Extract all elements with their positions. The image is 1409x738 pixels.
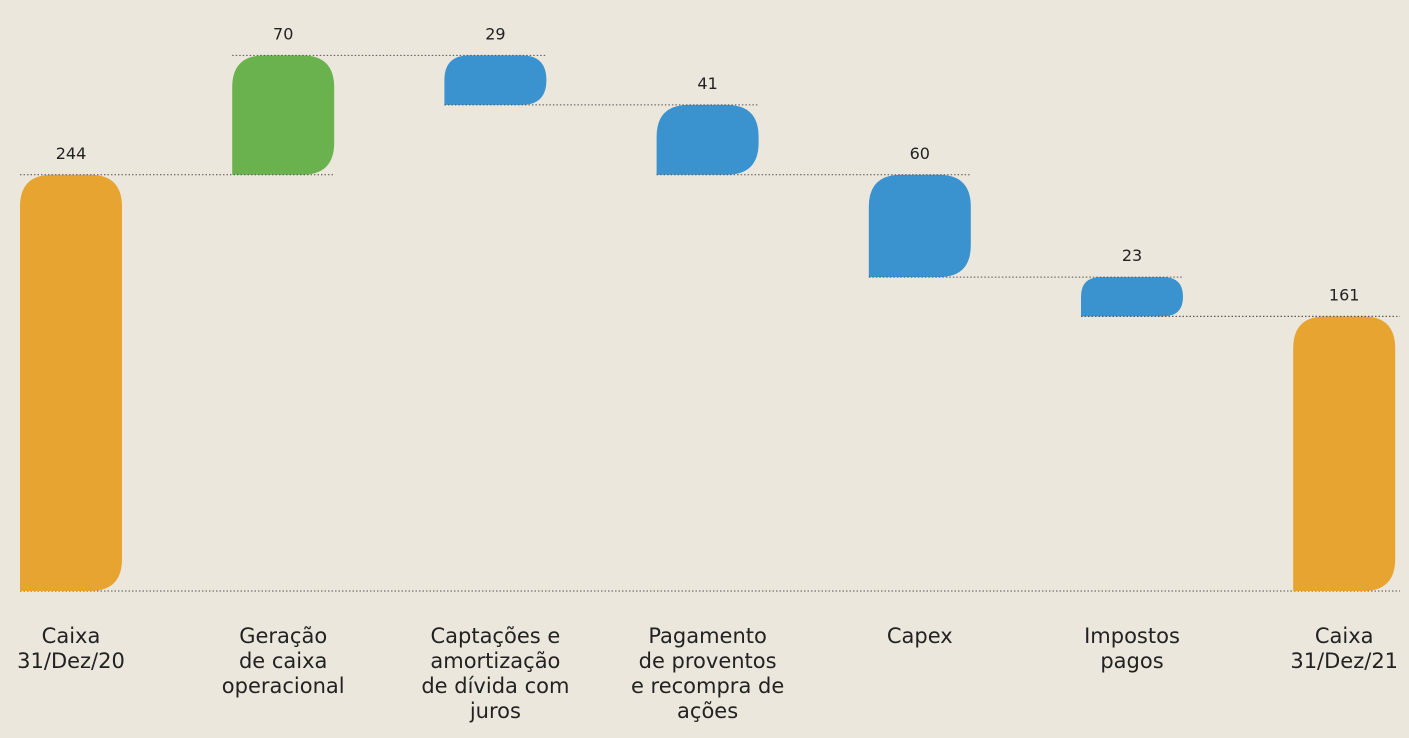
category-label: Geração de caixa operacional (221, 624, 345, 698)
category-label: Caixa 31/Dez/21 (1290, 624, 1399, 673)
value-label: 23 (1122, 246, 1142, 265)
bar (232, 55, 335, 175)
bar (444, 55, 547, 105)
bar (1293, 316, 1396, 591)
value-label: 161 (1329, 285, 1360, 304)
category-label: Captações e amortização de dívida com ju… (421, 624, 570, 723)
bar (656, 104, 759, 175)
bar (868, 174, 971, 278)
value-label: 70 (273, 24, 293, 43)
category-label: Caixa 31/Dez/20 (17, 624, 125, 673)
value-label: 41 (697, 74, 717, 93)
value-label: 244 (56, 144, 87, 163)
category-label: Capex (886, 624, 953, 648)
category-label: Impostos pagos (1084, 624, 1180, 673)
value-label: 29 (485, 24, 505, 43)
bar (20, 174, 122, 591)
value-label: 60 (910, 144, 930, 163)
category-label: Pagamento de proventos e recompra de açõ… (630, 624, 785, 723)
bar (1081, 277, 1183, 317)
